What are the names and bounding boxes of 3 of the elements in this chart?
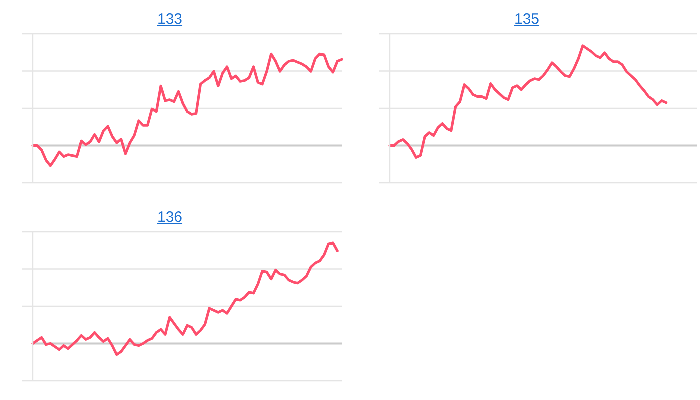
chart-title: 133 [156,11,184,29]
chart-title: 135 [513,11,541,29]
chart-title: 136 [156,209,184,227]
